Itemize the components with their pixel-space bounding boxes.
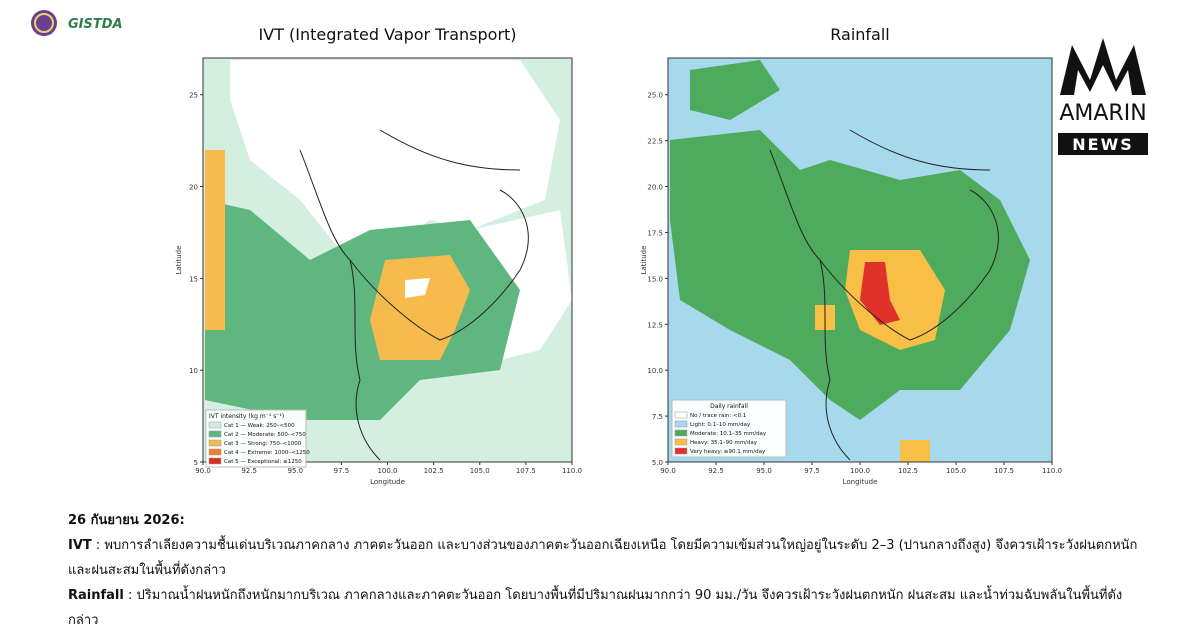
x-tick-label: 107.5 xyxy=(516,467,536,475)
legend-swatch xyxy=(208,430,222,438)
legend-label: Cat 4 — Extreme: 1000–<1250 xyxy=(224,450,310,456)
legend-label: Cat 2 — Moderate: 500–<750 xyxy=(224,432,306,438)
y-tick-label: 10.0 xyxy=(647,367,663,375)
y-tick-label: 25 xyxy=(189,92,198,100)
y-axis-label: Latitude xyxy=(175,246,183,275)
legend-swatch xyxy=(208,439,222,447)
y-tick-label: 5.0 xyxy=(652,459,663,467)
legend-swatch xyxy=(674,420,688,428)
x-tick-label: 92.5 xyxy=(241,467,257,475)
x-tick-label: 100.0 xyxy=(377,467,397,475)
legend-swatch xyxy=(674,438,688,446)
y-tick-label: 7.5 xyxy=(652,413,663,421)
x-axis-label: Longitude xyxy=(843,478,878,486)
map-region xyxy=(205,150,225,330)
x-tick-label: 110.0 xyxy=(562,467,582,475)
brand-name: AMARIN xyxy=(1059,101,1146,126)
brand-tag: NEWS xyxy=(1072,135,1134,154)
x-tick-label: 92.5 xyxy=(708,467,724,475)
legend-swatch xyxy=(674,447,688,455)
x-tick-label: 97.5 xyxy=(334,467,350,475)
x-axis-label: Longitude xyxy=(370,478,405,486)
brand-tag-box xyxy=(1058,133,1148,155)
legend-swatch xyxy=(208,457,222,465)
y-tick-label: 17.5 xyxy=(647,229,663,237)
map-region xyxy=(370,255,470,360)
x-tick-label: 90.0 xyxy=(195,467,211,475)
map-title: IVT (Integrated Vapor Transport) xyxy=(258,25,516,44)
y-tick-label: 15 xyxy=(189,275,198,283)
x-tick-label: 107.5 xyxy=(994,467,1014,475)
paragraph-text: : พบการลำเลียงความชื้นเด่นบริเวณภาคกลาง … xyxy=(68,538,1138,578)
x-tick-label: 110.0 xyxy=(1042,467,1062,475)
legend-label: No / trace rain: <0.1 xyxy=(690,413,746,419)
logo-emblem-ring xyxy=(34,13,54,33)
description: 26 กันยายน 2026: IVT : พบการลำเลียงความช… xyxy=(68,508,1138,633)
paragraph: Rainfall : ปริมาณน้ำฝนหนักถึงหนักมากบริเ… xyxy=(68,583,1138,633)
legend-label: Cat 3 — Strong: 750–<1000 xyxy=(224,441,302,447)
map-region xyxy=(405,278,430,298)
coastline xyxy=(769,129,999,461)
x-tick-label: 100.0 xyxy=(850,467,870,475)
legend-label: Heavy: 35.1–90 mm/day xyxy=(690,440,758,446)
map-region xyxy=(230,60,560,255)
paragraph-label: Rainfall xyxy=(68,588,124,603)
map-region xyxy=(900,440,930,462)
brand-crown xyxy=(1060,38,1146,95)
logo-text: GISTDA xyxy=(68,17,123,32)
y-tick-label: 12.5 xyxy=(647,321,663,329)
y-tick-label: 10 xyxy=(189,367,198,375)
y-tick-label: 22.5 xyxy=(647,138,663,146)
x-tick-label: 97.5 xyxy=(804,467,820,475)
map-region xyxy=(205,200,520,420)
x-tick-label: 105.0 xyxy=(946,467,966,475)
date: 26 กันยายน 2026: xyxy=(68,513,185,528)
legend-label: Light: 0.1–10 mm/day xyxy=(690,422,751,428)
legend-title: IVT intensity (kg m⁻¹ s⁻¹) xyxy=(209,413,284,420)
legend-label: Cat 1 — Weak: 250–<500 xyxy=(224,423,295,429)
legend-label: Cat 5 — Exceptional: ≥1250 xyxy=(224,459,302,465)
y-tick-label: 15.0 xyxy=(647,275,663,283)
x-tick-label: 95.0 xyxy=(756,467,772,475)
x-tick-label: 105.0 xyxy=(470,467,490,475)
y-tick-label: 20.0 xyxy=(647,184,663,192)
y-axis-label: Latitude xyxy=(640,246,648,275)
maps: GISTDA AMARIN NEWS IVT (Integrated Vapor… xyxy=(31,10,1148,486)
x-tick-label: 95.0 xyxy=(287,467,303,475)
y-tick-label: 20 xyxy=(189,184,198,192)
y-tick-label: 5 xyxy=(194,459,198,467)
legend-title: Daily rainfall xyxy=(710,403,748,410)
map-region xyxy=(690,60,780,120)
legend-swatch xyxy=(674,411,688,419)
paragraph: IVT : พบการลำเลียงความชื้นเด่นบริเวณภาคก… xyxy=(68,533,1138,583)
paragraph-text: : ปริมาณน้ำฝนหนักถึงหนักมากบริเวณ ภาคกลา… xyxy=(68,588,1123,628)
legend-label: Moderate: 10.1–35 mm/day xyxy=(690,431,767,437)
x-tick-label: 102.5 xyxy=(424,467,444,475)
legend-box xyxy=(205,409,307,468)
legend-label: Very heavy: ≥90.1 mm/day xyxy=(690,449,766,455)
legend-swatch xyxy=(674,429,688,437)
x-tick-label: 102.5 xyxy=(898,467,918,475)
legend-box xyxy=(671,399,787,458)
coastline xyxy=(299,129,529,461)
map-region xyxy=(860,262,900,325)
legend-swatch xyxy=(208,448,222,456)
y-tick-label: 25.0 xyxy=(647,92,663,100)
paragraph-label: IVT xyxy=(68,538,92,553)
legend-swatch xyxy=(208,421,222,429)
x-tick-label: 90.0 xyxy=(660,467,676,475)
map-title: Rainfall xyxy=(830,25,889,44)
